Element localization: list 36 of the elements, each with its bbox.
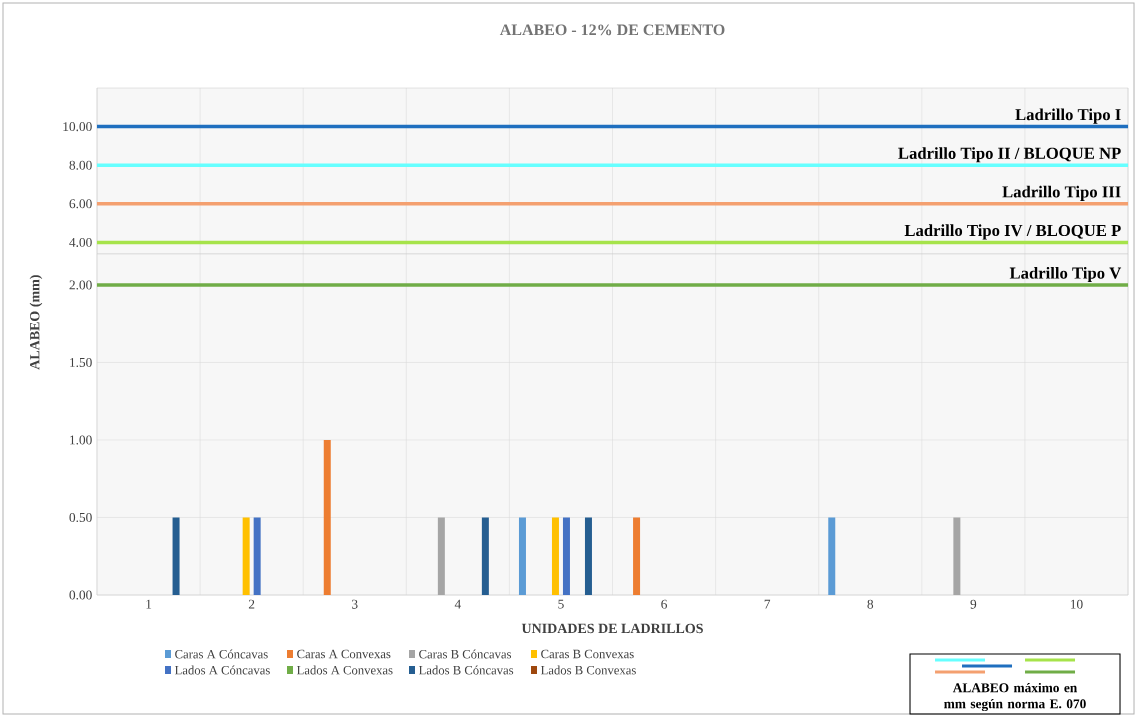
y-tick-label: 1.00 [70, 435, 92, 445]
y-tick-label: 4.00 [69, 237, 92, 247]
y-tick-label: 8.00 [69, 160, 92, 170]
legend-label: Caras B Convexas [541, 649, 634, 659]
x-tick-label: 7 [764, 599, 771, 609]
x-tick-label: 2 [248, 599, 255, 609]
y-tick-label: 0.00 [69, 590, 92, 600]
y-tick-label: 0.50 [69, 512, 92, 523]
x-tick-label: 6 [661, 599, 667, 609]
x-axis-title: UNIDADES DE LADRILLOS [521, 623, 703, 634]
x-tick-label: 5 [558, 599, 564, 609]
chart-title: ALABEO - 12% DE CEMENTO [499, 24, 725, 36]
x-tick-label: 8 [867, 599, 874, 609]
x-tick-label: 9 [970, 599, 977, 609]
legend-label: Lados B Cóncavas [418, 665, 514, 675]
ref-line-label: Ladrillo Tipo V [1009, 266, 1122, 283]
y-axis-title: ALABEO (mm) [29, 275, 43, 370]
y-tick-label: 2.00 [69, 280, 92, 290]
x-tick-label: 4 [454, 599, 461, 609]
x-tick-label: 3 [352, 599, 358, 609]
legend-label: Lados A Cóncavas [174, 665, 270, 675]
y-tick-label: 1.50 [70, 357, 92, 368]
ref-line-label: Ladrillo Tipo III [1002, 185, 1121, 201]
y-tick-label: 6.00 [69, 199, 92, 209]
ref-line-label: Ladrillo Tipo IV / BLOQUE P [904, 224, 1121, 240]
legend-label: Caras A Cóncavas [175, 649, 268, 659]
legend-label: Caras A Convexas [297, 649, 391, 659]
x-tick-label: 1 [146, 599, 152, 609]
legend-label: Caras B Cóncavas [419, 649, 512, 659]
ref-line-label: Ladrillo Tipo II / BLOQUE NP [898, 147, 1121, 163]
legend-label: Lados A Convexas [296, 665, 393, 675]
y-tick-label: 10.00 [63, 122, 92, 132]
x-tick-label: 10 [1070, 599, 1083, 609]
text: ALABEO máximo en mm según norma E. 070 [944, 682, 1086, 712]
legend-label: Lados B Convexas [540, 665, 636, 675]
ref-line-label: Ladrillo Tipo I [1015, 108, 1121, 124]
